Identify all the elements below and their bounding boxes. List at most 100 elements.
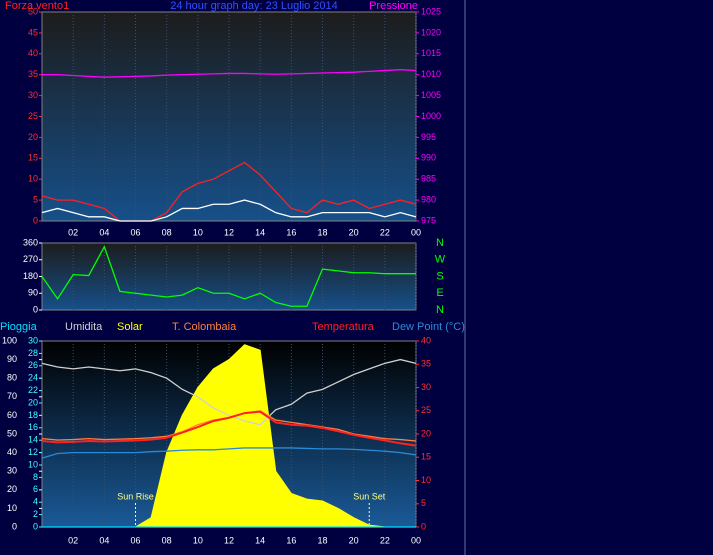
y-tick-label: 70	[7, 391, 17, 401]
y-tick-label: 270	[23, 254, 38, 264]
legend-label: Dew Point (°C)	[392, 321, 465, 333]
line	[41, 245, 416, 307]
x-tick-label: 20	[349, 535, 359, 545]
y-tick-label: 30	[7, 466, 17, 476]
y2-tick-label: 980	[421, 194, 436, 204]
y2-tick-label: 10	[421, 475, 431, 485]
y3-tick-label: 18	[28, 410, 38, 420]
legend-label: T. Colombaia	[172, 321, 237, 333]
y-tick-label: 40	[7, 447, 17, 457]
y2-tick-label: 1020	[421, 27, 441, 37]
x-tick-label: 18	[317, 535, 327, 545]
line	[42, 69, 417, 78]
line	[41, 358, 417, 426]
x-tick-label: 18	[317, 227, 327, 237]
legend-label: Pioggia	[0, 321, 38, 333]
compass-tick-label: S	[436, 270, 443, 282]
y-tick-label: 50	[7, 428, 17, 438]
x-tick-label: 04	[99, 227, 109, 237]
y2-tick-label: 35	[421, 359, 431, 369]
y-tick-label: 0	[33, 215, 38, 225]
x-tick-label: 06	[130, 227, 140, 237]
y3-tick-label: 22	[28, 385, 38, 395]
x-tick-label: 12	[224, 227, 234, 237]
legend-label: Solar	[117, 321, 143, 333]
y2-tick-label: 975	[421, 215, 436, 225]
compass-tick-label: N	[436, 304, 444, 316]
y3-tick-label: 16	[28, 422, 38, 432]
y2-tick-label: 25	[421, 405, 431, 415]
x-tick-label: 14	[255, 227, 265, 237]
legend-label: Temperatura	[312, 321, 375, 333]
y-tick-label: 80	[7, 373, 17, 383]
y3-tick-label: 20	[28, 397, 38, 407]
y2-tick-label: 1005	[421, 90, 441, 100]
y3-tick-label: 26	[28, 360, 38, 370]
y-tick-label: 25	[28, 111, 38, 121]
compass-tick-label: W	[435, 254, 446, 266]
y-tick-label: 20	[7, 484, 17, 494]
y-axis-title: Forza vento1	[5, 0, 69, 12]
annotation: Sun Rise	[117, 491, 154, 501]
y3-tick-label: 28	[28, 348, 38, 358]
line	[41, 199, 417, 222]
line	[41, 161, 417, 222]
x-tick-label: 10	[193, 227, 203, 237]
y-tick-label: 35	[28, 69, 38, 79]
y-tick-label: 10	[28, 174, 38, 184]
annotation: Sun Set	[353, 491, 386, 501]
y-tick-label: 50	[28, 6, 38, 16]
x-tick-label: 10	[193, 535, 203, 545]
y-tick-label: 100	[2, 335, 17, 345]
x-tick-label: 02	[68, 227, 78, 237]
y-tick-label: 60	[7, 410, 17, 420]
y-tick-label: 15	[28, 153, 38, 163]
compass-tick-label: E	[436, 287, 443, 299]
x-tick-label: 16	[286, 227, 296, 237]
y3-tick-label: 2	[33, 509, 38, 519]
y3-tick-label: 30	[28, 335, 38, 345]
x-tick-label: 08	[162, 535, 172, 545]
x-tick-label: 00	[411, 227, 421, 237]
x-tick-label: 06	[130, 535, 140, 545]
y-tick-label: 45	[28, 27, 38, 37]
y2-tick-label: 40	[421, 335, 431, 345]
x-tick-label: 16	[286, 535, 296, 545]
line	[41, 410, 417, 447]
y-tick-label: 90	[7, 354, 17, 364]
y3-tick-label: 24	[28, 373, 38, 383]
y2-tick-label: 990	[421, 153, 436, 163]
x-tick-label: 22	[380, 535, 390, 545]
x-tick-label: 08	[162, 227, 172, 237]
line	[41, 447, 417, 459]
y3-tick-label: 4	[33, 497, 38, 507]
y2-tick-label: 985	[421, 174, 436, 184]
x-tick-label: 00	[411, 535, 421, 545]
y3-tick-label: 0	[33, 521, 38, 531]
y-tick-label: 0	[33, 304, 38, 314]
x-tick-label: 14	[255, 535, 265, 545]
x-tick-label: 04	[99, 535, 109, 545]
y2-tick-label: 5	[421, 498, 426, 508]
y2-tick-label: 15	[421, 452, 431, 462]
y2-tick-label: 20	[421, 428, 431, 438]
chart-title: 24 hour graph day: 23 Luglio 2014	[170, 0, 338, 12]
y3-tick-label: 14	[28, 435, 38, 445]
x-tick-label: 12	[224, 535, 234, 545]
y3-tick-label: 6	[33, 484, 38, 494]
y2-tick-label: 1010	[421, 69, 441, 79]
y2-tick-label: 0	[421, 521, 426, 531]
y-tick-label: 0	[12, 521, 17, 531]
y2-tick-label: 995	[421, 132, 436, 142]
y-tick-label: 5	[33, 194, 38, 204]
y3-tick-label: 8	[33, 472, 38, 482]
y-tick-label: 10	[7, 503, 17, 513]
y-tick-label: 20	[28, 132, 38, 142]
compass-tick-label: N	[436, 237, 444, 249]
x-tick-label: 20	[349, 227, 359, 237]
y-tick-label: 180	[23, 271, 38, 281]
y-tick-label: 40	[28, 48, 38, 58]
y-tick-label: 30	[28, 90, 38, 100]
